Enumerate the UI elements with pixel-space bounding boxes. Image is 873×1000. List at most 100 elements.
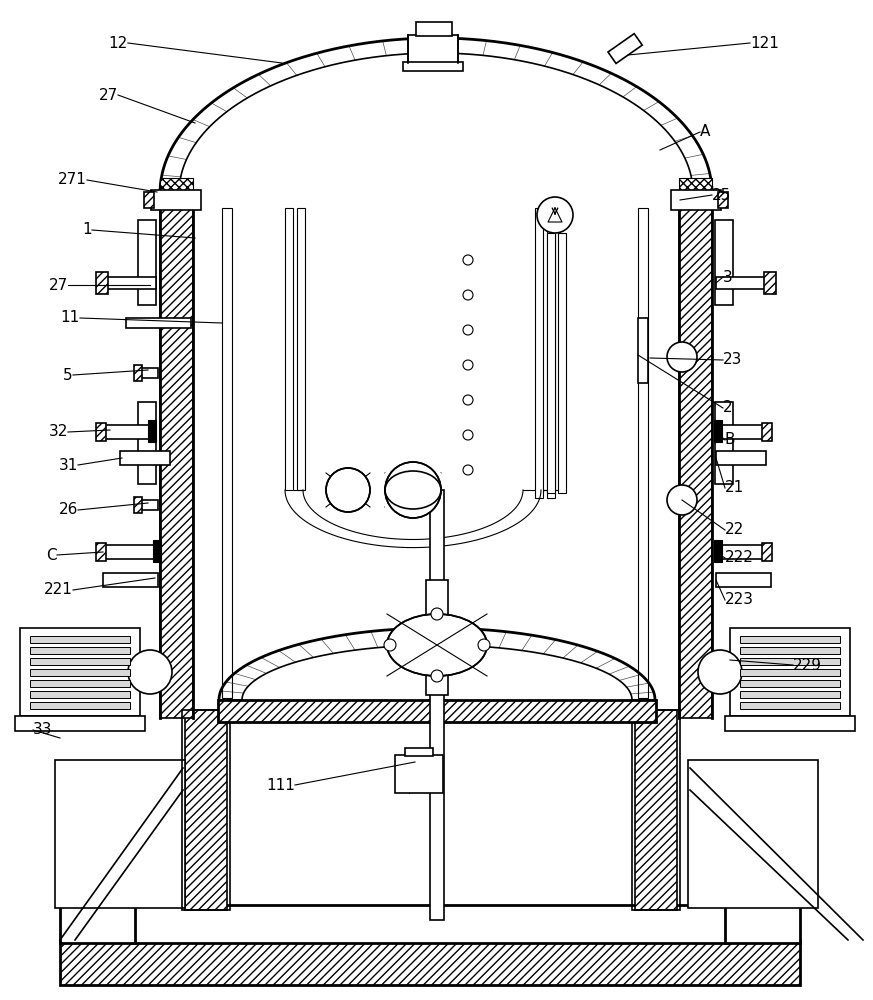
Circle shape: [384, 639, 396, 651]
Bar: [715, 402, 733, 484]
Circle shape: [463, 360, 473, 370]
Bar: [140, 500, 158, 510]
Bar: [416, 22, 452, 36]
Circle shape: [463, 465, 473, 475]
Bar: [185, 710, 227, 910]
Bar: [740, 658, 840, 665]
Circle shape: [698, 650, 742, 694]
Bar: [297, 208, 305, 490]
Circle shape: [431, 670, 443, 682]
Bar: [730, 628, 850, 716]
Text: 121: 121: [750, 35, 779, 50]
Circle shape: [128, 650, 172, 694]
Circle shape: [463, 325, 473, 335]
Bar: [15, 716, 145, 731]
Circle shape: [667, 485, 697, 515]
Bar: [718, 192, 728, 208]
Bar: [552, 208, 560, 490]
Circle shape: [537, 197, 573, 233]
Bar: [144, 192, 154, 208]
Bar: [708, 656, 730, 686]
Bar: [716, 573, 771, 587]
Bar: [762, 543, 772, 561]
Bar: [540, 208, 548, 490]
Bar: [740, 680, 840, 687]
Text: 111: 111: [266, 778, 295, 792]
Bar: [725, 716, 855, 731]
Bar: [764, 272, 776, 294]
Text: 27: 27: [99, 88, 118, 103]
Bar: [96, 423, 106, 441]
Bar: [688, 760, 818, 908]
Bar: [160, 178, 193, 194]
Bar: [60, 940, 800, 985]
Bar: [30, 658, 130, 665]
Bar: [558, 233, 566, 493]
Text: 25: 25: [712, 188, 732, 202]
Bar: [151, 190, 201, 210]
Circle shape: [463, 395, 473, 405]
Text: 2: 2: [723, 400, 732, 416]
Bar: [30, 702, 130, 709]
Ellipse shape: [385, 471, 441, 509]
Circle shape: [463, 255, 473, 265]
Text: 12: 12: [109, 35, 128, 50]
Bar: [285, 208, 293, 490]
Bar: [740, 636, 840, 643]
Text: 271: 271: [58, 172, 87, 188]
Text: 222: 222: [725, 550, 754, 566]
Bar: [740, 647, 840, 654]
Bar: [60, 905, 135, 943]
Text: A: A: [700, 124, 711, 139]
Text: 23: 23: [723, 353, 742, 367]
Bar: [30, 669, 130, 676]
Circle shape: [667, 342, 697, 372]
Bar: [408, 35, 458, 63]
Bar: [96, 543, 106, 561]
Bar: [30, 680, 130, 687]
Bar: [405, 748, 433, 756]
Text: 32: 32: [49, 424, 68, 440]
Bar: [716, 425, 766, 439]
Bar: [608, 34, 643, 63]
Bar: [547, 208, 555, 498]
Bar: [138, 220, 156, 305]
Bar: [30, 647, 130, 654]
Bar: [426, 580, 448, 695]
Text: 11: 11: [61, 310, 80, 326]
Text: 21: 21: [725, 481, 745, 495]
Bar: [632, 710, 680, 910]
Bar: [20, 628, 140, 716]
Bar: [120, 451, 170, 465]
Text: 22: 22: [725, 522, 745, 538]
Bar: [140, 368, 158, 378]
Bar: [153, 540, 161, 562]
Bar: [714, 420, 722, 442]
Bar: [725, 905, 800, 943]
Text: 31: 31: [58, 458, 78, 473]
Bar: [671, 190, 721, 210]
Polygon shape: [179, 53, 693, 193]
Bar: [103, 425, 153, 439]
Bar: [740, 669, 840, 676]
Bar: [96, 272, 108, 294]
Bar: [716, 545, 771, 559]
Bar: [715, 220, 733, 305]
Circle shape: [326, 468, 370, 512]
Text: 229: 229: [793, 658, 822, 672]
Circle shape: [463, 430, 473, 440]
Bar: [403, 62, 463, 71]
Bar: [679, 193, 712, 718]
Bar: [126, 318, 191, 328]
Bar: [103, 573, 158, 587]
Bar: [222, 208, 232, 698]
Bar: [30, 691, 130, 698]
Bar: [638, 318, 648, 383]
Bar: [740, 691, 840, 698]
Bar: [679, 178, 712, 194]
Bar: [55, 760, 185, 908]
Bar: [104, 277, 156, 289]
Bar: [385, 473, 441, 508]
Bar: [30, 636, 130, 643]
Circle shape: [385, 462, 441, 518]
